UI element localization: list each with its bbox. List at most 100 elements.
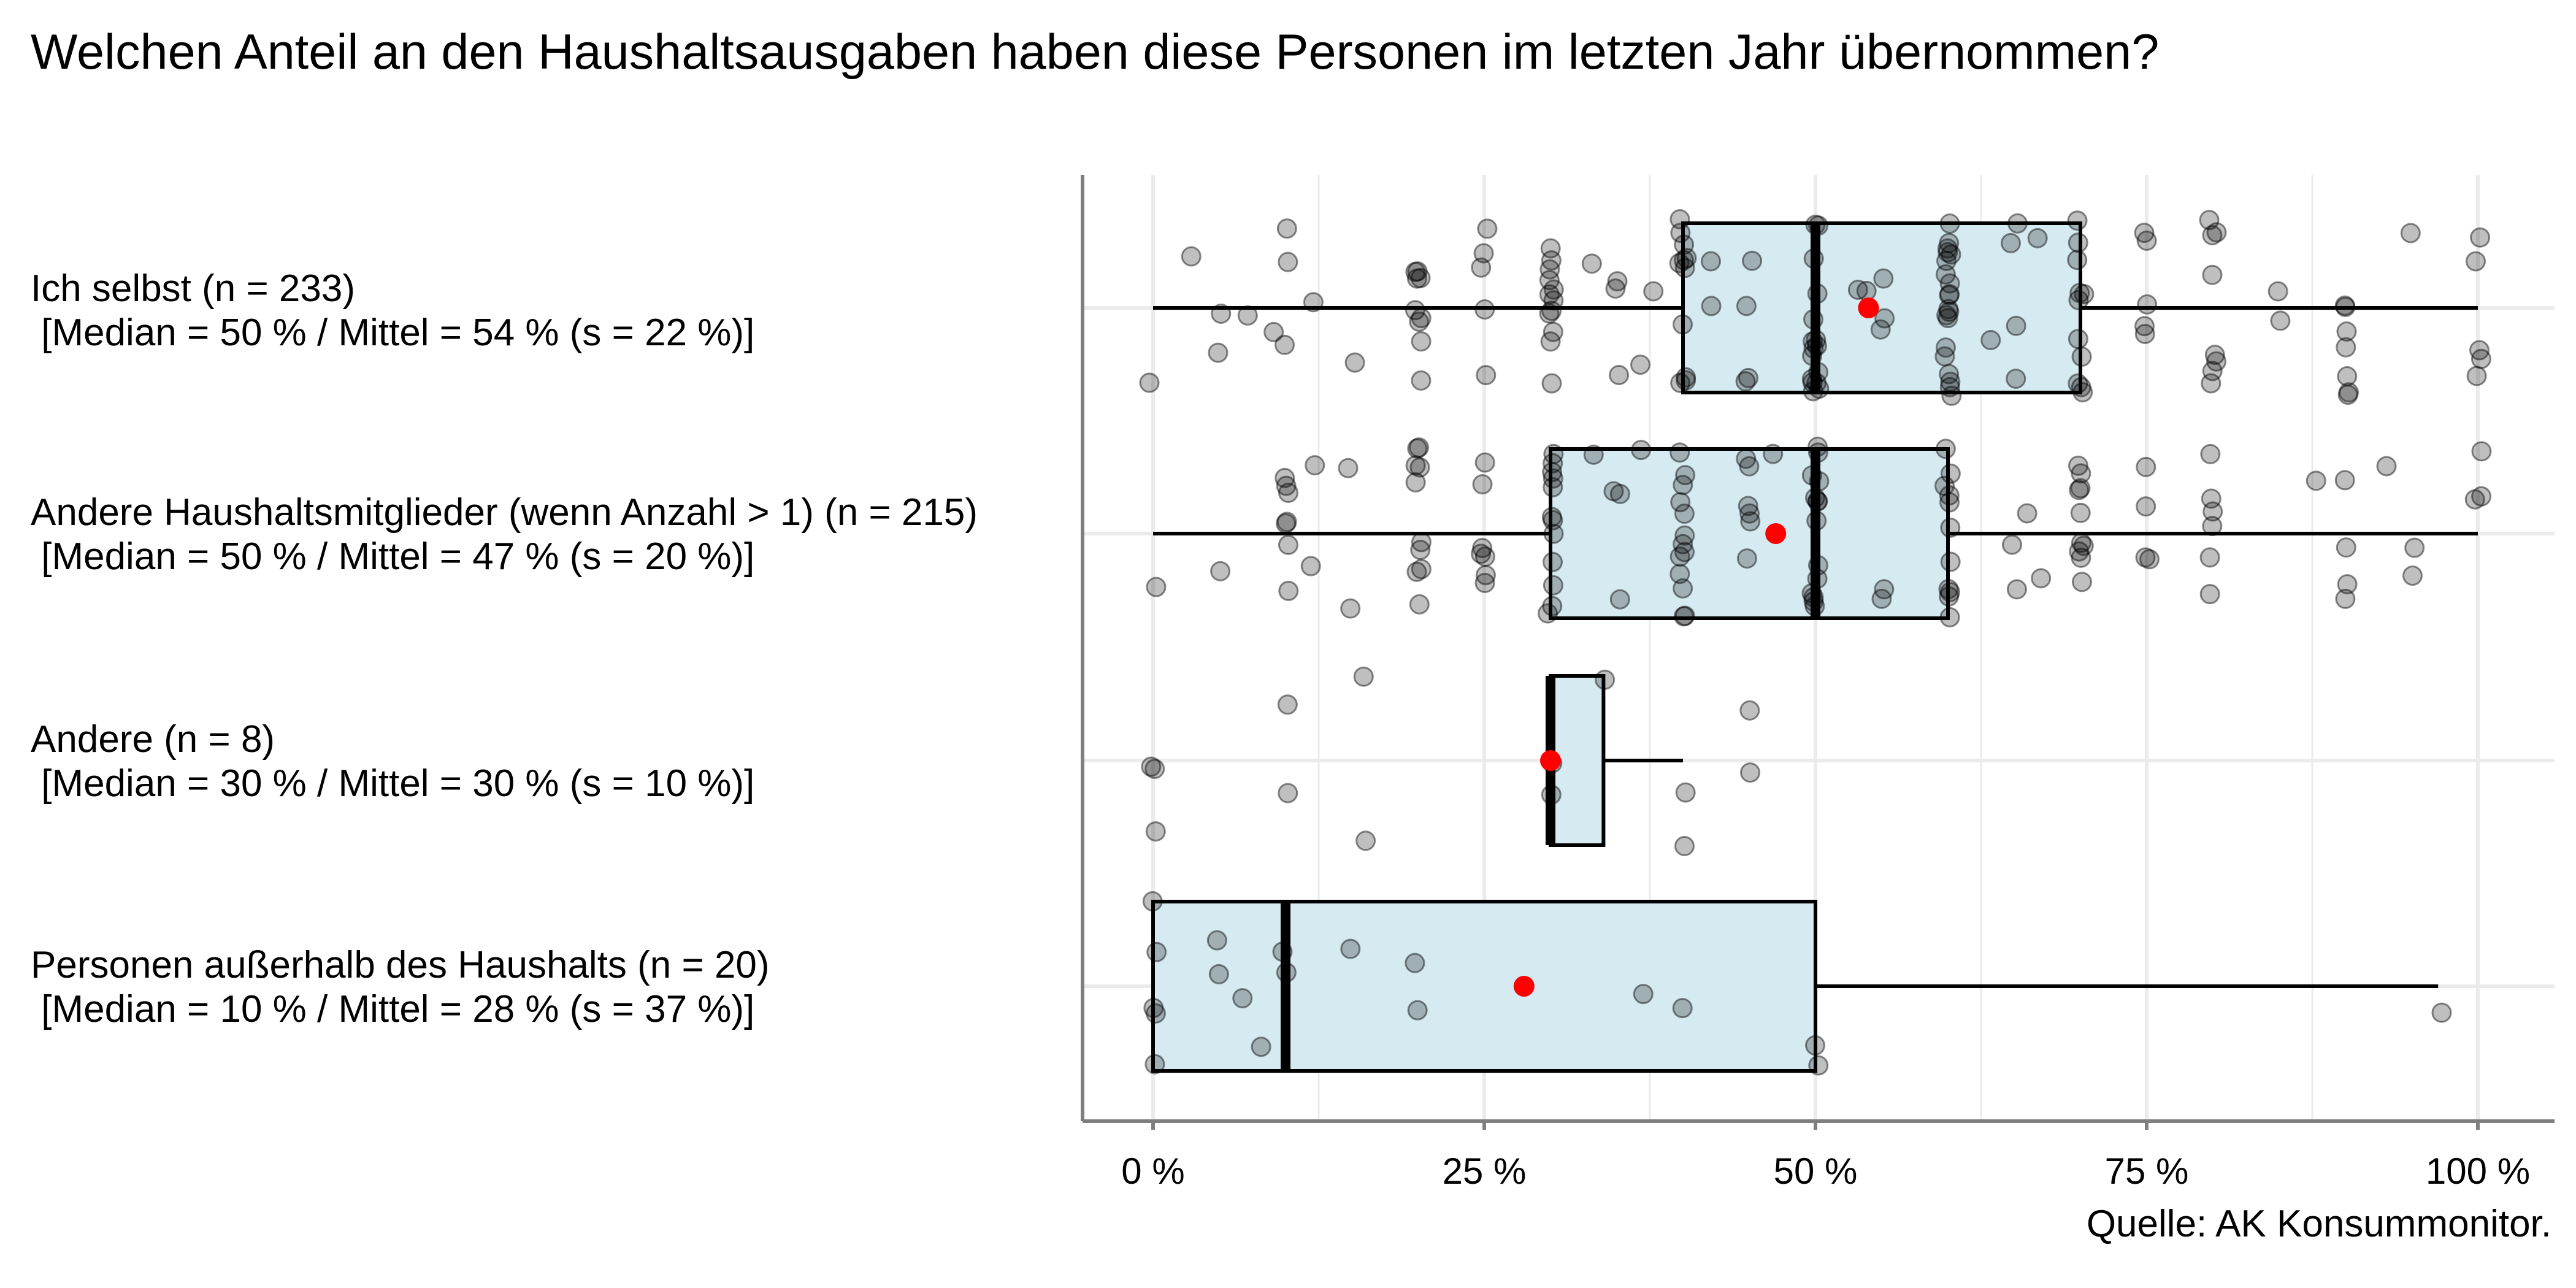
data-point xyxy=(2007,213,2028,234)
data-point xyxy=(1407,438,1428,459)
data-point xyxy=(1803,591,1824,612)
data-point xyxy=(1806,329,1827,350)
data-point xyxy=(1543,551,1563,572)
data-point xyxy=(2334,470,2355,491)
data-point xyxy=(1803,381,1823,402)
data-point xyxy=(1939,586,1960,607)
data-point xyxy=(2199,210,2220,231)
data-point xyxy=(1541,784,1562,805)
data-point xyxy=(1411,308,1432,329)
data-point xyxy=(2068,329,2088,350)
data-point xyxy=(1669,564,1690,585)
data-point xyxy=(2400,223,2421,243)
data-point xyxy=(1405,455,1426,476)
data-point xyxy=(1607,271,1628,292)
data-point xyxy=(2334,295,2355,316)
data-point xyxy=(1801,465,1822,486)
data-point xyxy=(2404,537,2425,558)
data-point xyxy=(1643,281,1664,302)
data-point xyxy=(1474,452,1495,473)
data-point xyxy=(1409,311,1430,332)
data-point xyxy=(1938,242,1958,263)
data-point xyxy=(2200,443,2221,464)
data-point xyxy=(2031,568,2052,589)
data-point xyxy=(1609,364,1630,385)
data-point xyxy=(1740,511,1761,532)
x-tick-label: 50 % xyxy=(1774,1151,1858,1192)
data-point xyxy=(1874,308,1895,329)
data-point xyxy=(1344,352,1365,373)
data-point xyxy=(1476,365,1497,386)
data-point xyxy=(2270,310,2291,331)
data-point xyxy=(1805,1035,1826,1056)
data-point xyxy=(2071,547,2091,568)
data-point xyxy=(2073,535,2094,556)
data-point xyxy=(1934,475,1955,496)
category-label-3-line2: [Median = 10 % / Mittel = 28 % (s = 37 %… xyxy=(31,988,755,1030)
data-point xyxy=(1474,572,1495,593)
data-point xyxy=(1701,296,1722,316)
data-point xyxy=(1669,442,1690,463)
x-tick-label: 100 % xyxy=(2426,1151,2530,1192)
data-point xyxy=(2202,224,2223,245)
data-point xyxy=(1142,891,1163,912)
data-point xyxy=(1276,475,1297,496)
data-point xyxy=(1806,372,1827,393)
data-point xyxy=(1935,264,1956,285)
data-point xyxy=(2471,348,2491,369)
data-point xyxy=(1939,213,1960,234)
data-point xyxy=(1474,546,1495,567)
data-point xyxy=(1803,309,1824,330)
data-point xyxy=(1935,337,1956,358)
data-point xyxy=(2199,547,2220,568)
data-point xyxy=(1277,694,1298,715)
data-point xyxy=(1673,250,1694,270)
data-point xyxy=(2067,210,2088,231)
data-point xyxy=(1676,367,1696,388)
data-point xyxy=(1409,594,1430,615)
data-point xyxy=(1873,268,1894,289)
data-point xyxy=(2071,532,2091,553)
data-point xyxy=(1145,821,1166,842)
data-point xyxy=(1939,273,1960,294)
data-point xyxy=(1806,510,1827,531)
data-point xyxy=(1474,299,1495,320)
data-point xyxy=(1801,369,1822,389)
data-point xyxy=(1740,762,1761,783)
data-point xyxy=(2068,373,2088,394)
data-point xyxy=(1274,334,1295,355)
data-point xyxy=(2006,368,2026,389)
mean-point xyxy=(1513,976,1535,997)
data-point xyxy=(1275,513,1296,534)
data-point xyxy=(1980,329,2001,350)
data-point xyxy=(2465,251,2486,272)
data-point xyxy=(1941,244,1961,265)
data-point xyxy=(1939,364,1960,385)
data-point xyxy=(1405,261,1426,282)
data-point xyxy=(1340,938,1361,959)
data-point xyxy=(1411,559,1432,580)
data-point xyxy=(1475,565,1496,586)
data-point xyxy=(1278,580,1299,601)
data-point xyxy=(1305,455,1325,476)
data-point xyxy=(1411,532,1432,553)
data-point xyxy=(1939,485,1960,506)
data-point xyxy=(1804,596,1825,616)
data-point xyxy=(1275,467,1295,488)
mean-point xyxy=(1765,523,1787,544)
data-point xyxy=(1143,997,1164,1018)
data-point xyxy=(1940,581,1961,602)
data-point xyxy=(2000,232,2021,253)
box xyxy=(1549,447,1950,620)
x-tick-label: 75 % xyxy=(2105,1151,2189,1192)
data-point xyxy=(1278,482,1298,503)
data-point xyxy=(1941,385,1962,406)
data-point xyxy=(1676,370,1696,391)
data-point xyxy=(1874,579,1895,600)
data-point xyxy=(1807,436,1828,457)
data-point xyxy=(1674,835,1695,856)
data-point xyxy=(1609,589,1630,610)
data-point xyxy=(1676,248,1697,269)
data-point xyxy=(2070,478,2091,499)
data-point xyxy=(1802,372,1823,393)
